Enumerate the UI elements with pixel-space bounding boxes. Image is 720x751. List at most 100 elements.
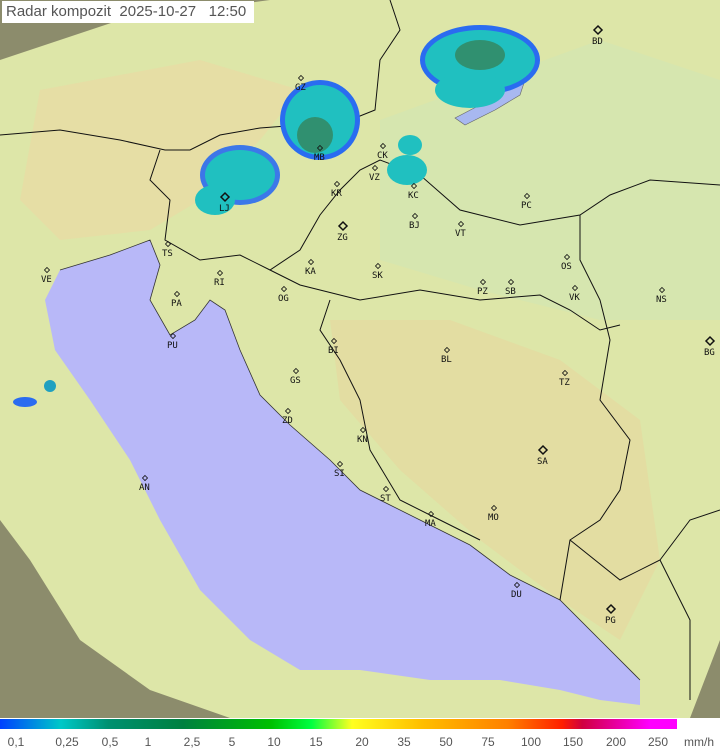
city-du: DU [511, 581, 522, 600]
city-label: ZD [282, 416, 293, 426]
city-vt: VT [455, 220, 466, 239]
city-marker-icon [561, 369, 569, 377]
city-marker-icon [371, 164, 379, 172]
city-ns: NS [656, 286, 667, 305]
city-zg: ZG [337, 220, 349, 243]
city-label: MB [314, 153, 325, 163]
city-marker-icon [374, 262, 382, 270]
city-st: ST [380, 485, 391, 504]
scale-tick-label: 250 [647, 735, 669, 749]
city-marker-icon [216, 269, 224, 277]
city-marker-icon [164, 240, 172, 248]
city-si: SI [334, 460, 345, 479]
city-marker-icon [43, 266, 51, 274]
city-marker-icon [605, 603, 617, 615]
city-label: ST [380, 494, 391, 504]
city-marker-icon [141, 474, 149, 482]
city-os: OS [561, 253, 572, 272]
precipitation-color-scale [0, 719, 677, 729]
mountain-region-2 [330, 320, 660, 640]
city-label: SA [537, 457, 548, 467]
city-gs: GS [290, 367, 301, 386]
country-borders [0, 0, 720, 700]
city-marker-icon [427, 510, 435, 518]
scale-tick-label: 1 [144, 735, 152, 749]
city-marker-icon [337, 220, 349, 232]
city-marker-icon [704, 335, 716, 347]
city-bd: BD [592, 24, 604, 47]
city-label: TS [162, 249, 173, 259]
city-label: VT [455, 229, 466, 239]
city-tz: TZ [559, 369, 570, 388]
scale-tick-label: 0,5 [101, 735, 119, 749]
city-pz: PZ [477, 278, 488, 297]
city-sb: SB [505, 278, 516, 297]
city-label: LJ [219, 204, 230, 214]
city-ri: RI [214, 269, 225, 288]
city-marker-icon [169, 332, 177, 340]
scale-tick-label: 0,25 [55, 735, 79, 749]
city-label: PU [167, 341, 178, 351]
city-ve: VE [41, 266, 52, 285]
city-marker-icon [571, 284, 579, 292]
map-title: Radar kompozit 2025-10-27 12:50 [2, 1, 255, 23]
city-label: BJ [409, 221, 420, 231]
city-label: OG [278, 294, 289, 304]
city-marker-icon [563, 253, 571, 261]
city-label: OS [561, 262, 572, 272]
radar-echoes [13, 25, 540, 407]
city-pc: PC [521, 192, 532, 211]
city-kc: KC [408, 182, 419, 201]
city-label: BG [704, 348, 715, 358]
city-bi: BI [328, 337, 339, 356]
city-label: TZ [559, 378, 570, 388]
city-bj: BJ [409, 212, 420, 231]
scale-tick-label: 10 [267, 735, 281, 749]
city-marker-icon [316, 144, 324, 152]
pannonian-plain [380, 40, 720, 320]
city-pa: PA [171, 290, 182, 309]
city-bg: BG [704, 335, 716, 358]
city-gz: GZ [295, 74, 306, 93]
city-lj: LJ [219, 191, 231, 214]
title-time: 12:50 [208, 3, 247, 20]
scale-tick-label: 15 [309, 735, 323, 749]
scale-unit: mm/h [684, 735, 714, 749]
city-marker-icon [411, 212, 419, 220]
scale-labels: 0,1 0,25 0,5 1 2,5 5 10 15 20 35 50 75 100 150 200 250 m… [0, 735, 720, 751]
radar-map: BD GZ MB CK VZ KR KC LJ TS ZG BJ VT PC VE KA SK RI PA OG PZ… [0, 0, 720, 718]
city-ka: KA [305, 258, 316, 277]
city-marker-icon [513, 581, 521, 589]
city-label: SB [505, 287, 516, 297]
city-marker-icon [359, 426, 367, 434]
city-pg: PG [605, 603, 617, 626]
city-marker-icon [173, 290, 181, 298]
city-marker-icon [507, 278, 515, 286]
city-an: AN [139, 474, 150, 493]
city-mb: MB [314, 144, 325, 163]
city-marker-icon [297, 74, 305, 82]
city-marker-icon [457, 220, 465, 228]
city-sk: SK [372, 262, 383, 281]
scale-tick-label: 200 [605, 735, 627, 749]
city-vz: VZ [369, 164, 380, 183]
city-label: NS [656, 295, 667, 305]
city-mo: MO [488, 504, 499, 523]
city-label: VE [41, 275, 52, 285]
city-label: ZG [337, 233, 348, 243]
city-label: VZ [369, 173, 380, 183]
title-label: Radar kompozit [6, 3, 112, 20]
city-marker-icon [523, 192, 531, 200]
city-label: KR [331, 189, 342, 199]
city-marker-icon [280, 285, 288, 293]
city-label: CK [377, 151, 388, 161]
city-label: BL [441, 355, 452, 365]
city-label: VK [569, 293, 580, 303]
scale-tick-label: 20 [355, 735, 369, 749]
city-label: BI [328, 346, 339, 356]
city-label: PZ [477, 287, 488, 297]
scale-tick-label: 35 [397, 735, 411, 749]
city-marker-icon [479, 278, 487, 286]
city-label: KN [357, 435, 368, 445]
city-marker-icon [333, 180, 341, 188]
